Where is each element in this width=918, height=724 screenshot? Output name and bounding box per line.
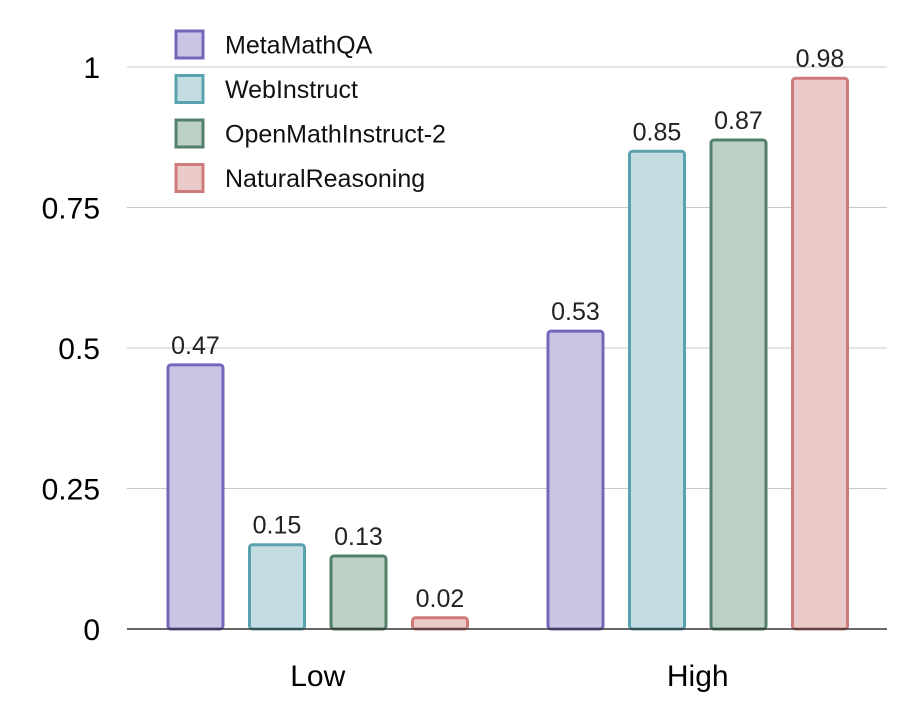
data-label: 0.02	[416, 585, 465, 613]
data-label: 0.98	[796, 45, 845, 73]
data-label: 0.53	[551, 298, 600, 326]
legend-label: OpenMathInstruct-2	[225, 121, 446, 149]
legend-swatch	[174, 118, 205, 149]
data-label: 0.13	[334, 523, 383, 551]
x-category-label: High	[667, 660, 729, 693]
y-tick-label: 0.75	[42, 193, 100, 226]
legend-label: NaturalReasoning	[225, 165, 425, 193]
bar-high-openmathinstruct-2	[709, 138, 768, 631]
x-axis: Low High	[127, 628, 887, 693]
bar-low-webinstruct	[248, 543, 306, 631]
data-label: 0.15	[253, 512, 302, 540]
bar-low-openmathinstruct-2	[329, 554, 388, 631]
bar-low-metamathqa	[166, 363, 225, 631]
legend-swatch	[174, 74, 205, 104]
legend-swatch	[174, 163, 205, 193]
bar-high-naturalreasoning	[791, 76, 849, 631]
y-tick-label: 1	[83, 52, 100, 85]
data-label: 0.87	[714, 107, 763, 135]
y-tick-label: 0	[83, 614, 100, 647]
data-label: 0.47	[171, 332, 220, 360]
legend: MetaMathQA WebInstruct OpenMathInstruct-2 N…	[174, 29, 446, 193]
y-tick-label: 0.25	[42, 474, 100, 507]
x-category-label: Low	[290, 660, 345, 693]
data-label: 0.85	[633, 118, 682, 146]
y-axis-tick-labels: 0 0.25 0.5 0.75 1	[42, 52, 100, 647]
legend-swatch	[174, 29, 205, 60]
bar-high-webinstruct	[628, 149, 686, 631]
legend-label: WebInstruct	[225, 76, 358, 104]
bar-high-metamathqa	[546, 329, 605, 631]
y-tick-label: 0.5	[58, 333, 100, 366]
data-labels: 0.47 0.53 0.15 0.85 0.13 0.87 0.02 0.98	[171, 45, 844, 613]
bars	[166, 76, 849, 631]
legend-label: MetaMathQA	[225, 32, 373, 60]
bar-low-naturalreasoning	[411, 616, 469, 631]
